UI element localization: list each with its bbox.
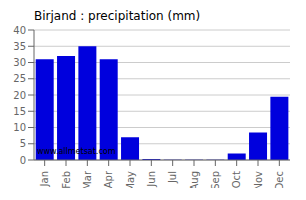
svg-text:Jul: Jul xyxy=(167,171,178,184)
svg-text:May: May xyxy=(125,171,136,188)
svg-text:Mar: Mar xyxy=(82,170,93,188)
html-text:www.allmetsat.com: www.allmetsat.com xyxy=(37,147,116,156)
svg-text:Nov: Nov xyxy=(253,171,264,188)
svg-text:40: 40 xyxy=(13,25,26,36)
svg-text:Aug: Aug xyxy=(189,171,200,188)
svg-text:5: 5 xyxy=(20,138,26,149)
svg-text:Feb: Feb xyxy=(61,171,72,188)
svg-text:15: 15 xyxy=(13,106,26,117)
svg-text:Jan: Jan xyxy=(39,171,50,187)
svg-text:Dec: Dec xyxy=(274,171,285,188)
svg-text:0: 0 xyxy=(20,155,26,166)
svg-text:Jun: Jun xyxy=(146,171,157,188)
svg-text:Oct: Oct xyxy=(231,171,242,188)
svg-text:20: 20 xyxy=(13,90,26,101)
svg-text:35: 35 xyxy=(13,41,26,52)
svg-text:25: 25 xyxy=(13,73,26,84)
svg-text:30: 30 xyxy=(13,57,26,68)
svg-text:Apr: Apr xyxy=(103,170,114,188)
svg-text:Sep: Sep xyxy=(210,171,221,188)
svg-text:10: 10 xyxy=(13,122,26,133)
html-text:Birjand : precipitation (mm): Birjand : precipitation (mm) xyxy=(34,9,201,23)
